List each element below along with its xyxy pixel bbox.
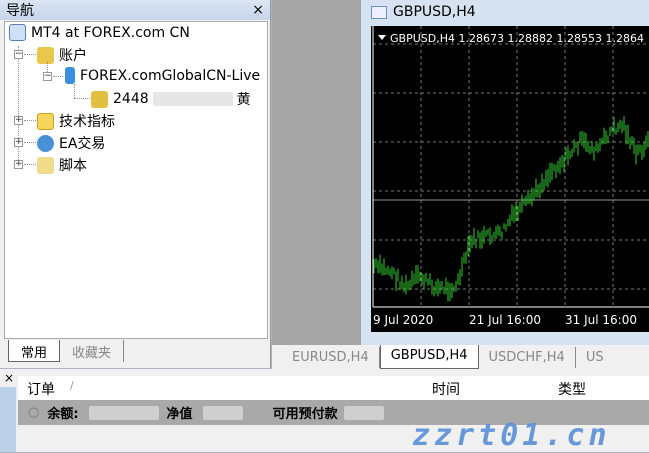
tree-item-server[interactable]: FOREX.comGlobalCN-Live [65,67,260,84]
orders-header: 订单 / 时间 类型 [18,376,649,400]
chart-tab-eurusd[interactable]: EURUSD,H4 [282,347,380,368]
tab-common[interactable]: 常用 [8,340,61,362]
chart-info: GBPUSD,H4 1.28673 1.28882 1.28553 1.2864 [390,32,644,45]
chart-tab-gbpusd[interactable]: GBPUSD,H4 [379,345,479,369]
close-icon[interactable]: × [4,371,15,385]
expert-hat-icon [37,134,54,152]
x-tick-label: 9 Jul 2020 [373,313,433,327]
chart-icon [371,5,387,19]
workspace-background [272,0,360,345]
tree-label: FOREX.comGlobalCN-Live [80,67,261,84]
column-type[interactable]: 类型 [558,382,586,398]
tree-root-label: MT4 at FOREX.com CN [31,24,190,41]
terminal-panel: × 订单 / 时间 类型 ○ 余额: 净值 可用预付款 [0,369,649,452]
chart-window: GBPUSD,H4 GBPUSD,H4 1.28673 1.28882 1.28… [360,0,649,345]
navigator-title: 导航 [6,3,34,19]
tab-favorites[interactable]: 收藏夹 [60,340,125,362]
chart-tab-more[interactable]: US [585,350,604,365]
tree-item-scripts[interactable]: 脚本 [37,155,87,175]
navigator-tabs: 常用 收藏夹 [8,340,125,362]
chart-window-title: GBPUSD,H4 [393,4,476,20]
server-icon [65,67,75,84]
tree-item-experts[interactable]: EA交易 [37,133,105,153]
collapse-icon[interactable]: − [43,71,52,81]
accounts-icon [37,46,54,64]
tree-label: EA交易 [59,136,106,152]
redacted-blur [343,405,384,420]
close-icon[interactable]: × [252,2,264,18]
navigator-panel: 导航 × MT4 at FOREX.com CN − 账户 − FOREX.co… [0,0,271,368]
triangle-down-icon [378,35,386,40]
tree-item-account[interactable]: 2448 黄 [91,89,251,109]
indicator-icon [37,112,54,130]
account-summary-row: ○ 余额: 净值 可用预付款 [18,400,649,425]
chart-tabs: EURUSD,H4 GBPUSD,H4 USDCHF,H4 US [272,345,649,369]
redacted-blur [202,405,243,420]
tree-root[interactable]: MT4 at FOREX.com CN [9,24,190,41]
tree-item-accounts[interactable]: 账户 [37,45,87,65]
column-order[interactable]: 订单 [27,382,55,398]
price-chart[interactable]: GBPUSD,H4 1.28673 1.28882 1.28553 1.2864… [371,26,649,332]
expand-icon[interactable]: + [14,115,23,125]
account-number: 2448 [113,91,149,107]
tree-label: 账户 [59,48,87,64]
terminal-icon [9,24,26,41]
watermark: zzrt01.cn [412,418,611,453]
equity-label: 净值 [166,407,193,422]
terminal-side-bar [0,387,16,452]
status-circle-icon: ○ [28,405,40,420]
expand-icon[interactable]: + [14,159,23,169]
user-icon [91,90,108,108]
chart-tab-usdchf[interactable]: USDCHF,H4 [479,347,576,368]
sort-indicator: / [70,379,74,392]
expand-icon[interactable]: + [14,137,23,147]
tree-item-indicators[interactable]: 技术指标 [37,111,115,131]
navigator-tree: MT4 at FOREX.com CN − 账户 − FOREX.comGlob… [4,21,268,339]
chart-svg: GBPUSD,H4 1.28673 1.28882 1.28553 1.2864… [372,26,649,327]
tree-label: 脚本 [59,158,87,174]
account-name: 黄 [236,92,251,108]
x-tick-label: 21 Jul 16:00 [469,313,541,327]
x-tick-label: 31 Jul 16:00 [565,313,637,327]
collapse-icon[interactable]: − [14,49,23,59]
column-time[interactable]: 时间 [432,382,460,398]
free-margin-label: 可用预付款 [272,407,338,422]
script-scroll-icon [37,156,54,174]
redacted-blur [88,405,159,420]
navigator-title-bar: 导航 × [0,0,270,20]
balance-label: 余额: [47,407,79,422]
chart-title-bar: GBPUSD,H4 [361,0,649,24]
redacted-blur [152,92,233,106]
tree-label: 技术指标 [59,114,115,130]
